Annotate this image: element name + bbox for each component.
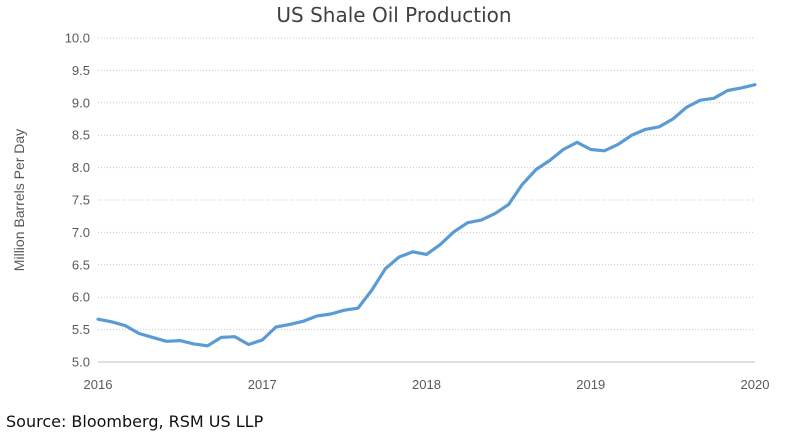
- x-tick-label: 2017: [248, 377, 277, 392]
- source-note: Source: Bloomberg, RSM US LLP: [6, 412, 264, 431]
- y-tick-label: 10.0: [65, 31, 90, 46]
- y-axis-label: Million Barrels Per Day: [11, 129, 27, 271]
- y-tick-label: 6.0: [72, 290, 90, 305]
- x-tick-label: 2019: [576, 377, 605, 392]
- x-axis-ticks: 2016 2017 2018 2019 2020: [84, 377, 770, 392]
- chart-title: US Shale Oil Production: [276, 3, 511, 27]
- y-tick-label: 5.5: [72, 322, 90, 337]
- x-tick-label: 2016: [84, 377, 113, 392]
- y-tick-label: 6.5: [72, 257, 90, 272]
- y-tick-label: 8.0: [72, 160, 90, 175]
- series-layer: [96, 83, 757, 348]
- x-tick-label: 2020: [741, 377, 770, 392]
- y-tick-label: 7.0: [72, 225, 90, 240]
- gridlines: [98, 37, 755, 363]
- y-axis-ticks: 5.0 5.5 6.0 6.5 7.0 7.5 8.0 8.5 9.0 9.5 10.0: [65, 31, 90, 370]
- y-tick-label: 8.5: [72, 128, 90, 143]
- series-line: [96, 83, 757, 348]
- x-tick-label: 2018: [412, 377, 441, 392]
- y-tick-label: 9.0: [72, 95, 90, 110]
- y-tick-label: 5.0: [72, 355, 90, 370]
- y-tick-label: 7.5: [72, 193, 90, 208]
- y-tick-label: 9.5: [72, 63, 90, 78]
